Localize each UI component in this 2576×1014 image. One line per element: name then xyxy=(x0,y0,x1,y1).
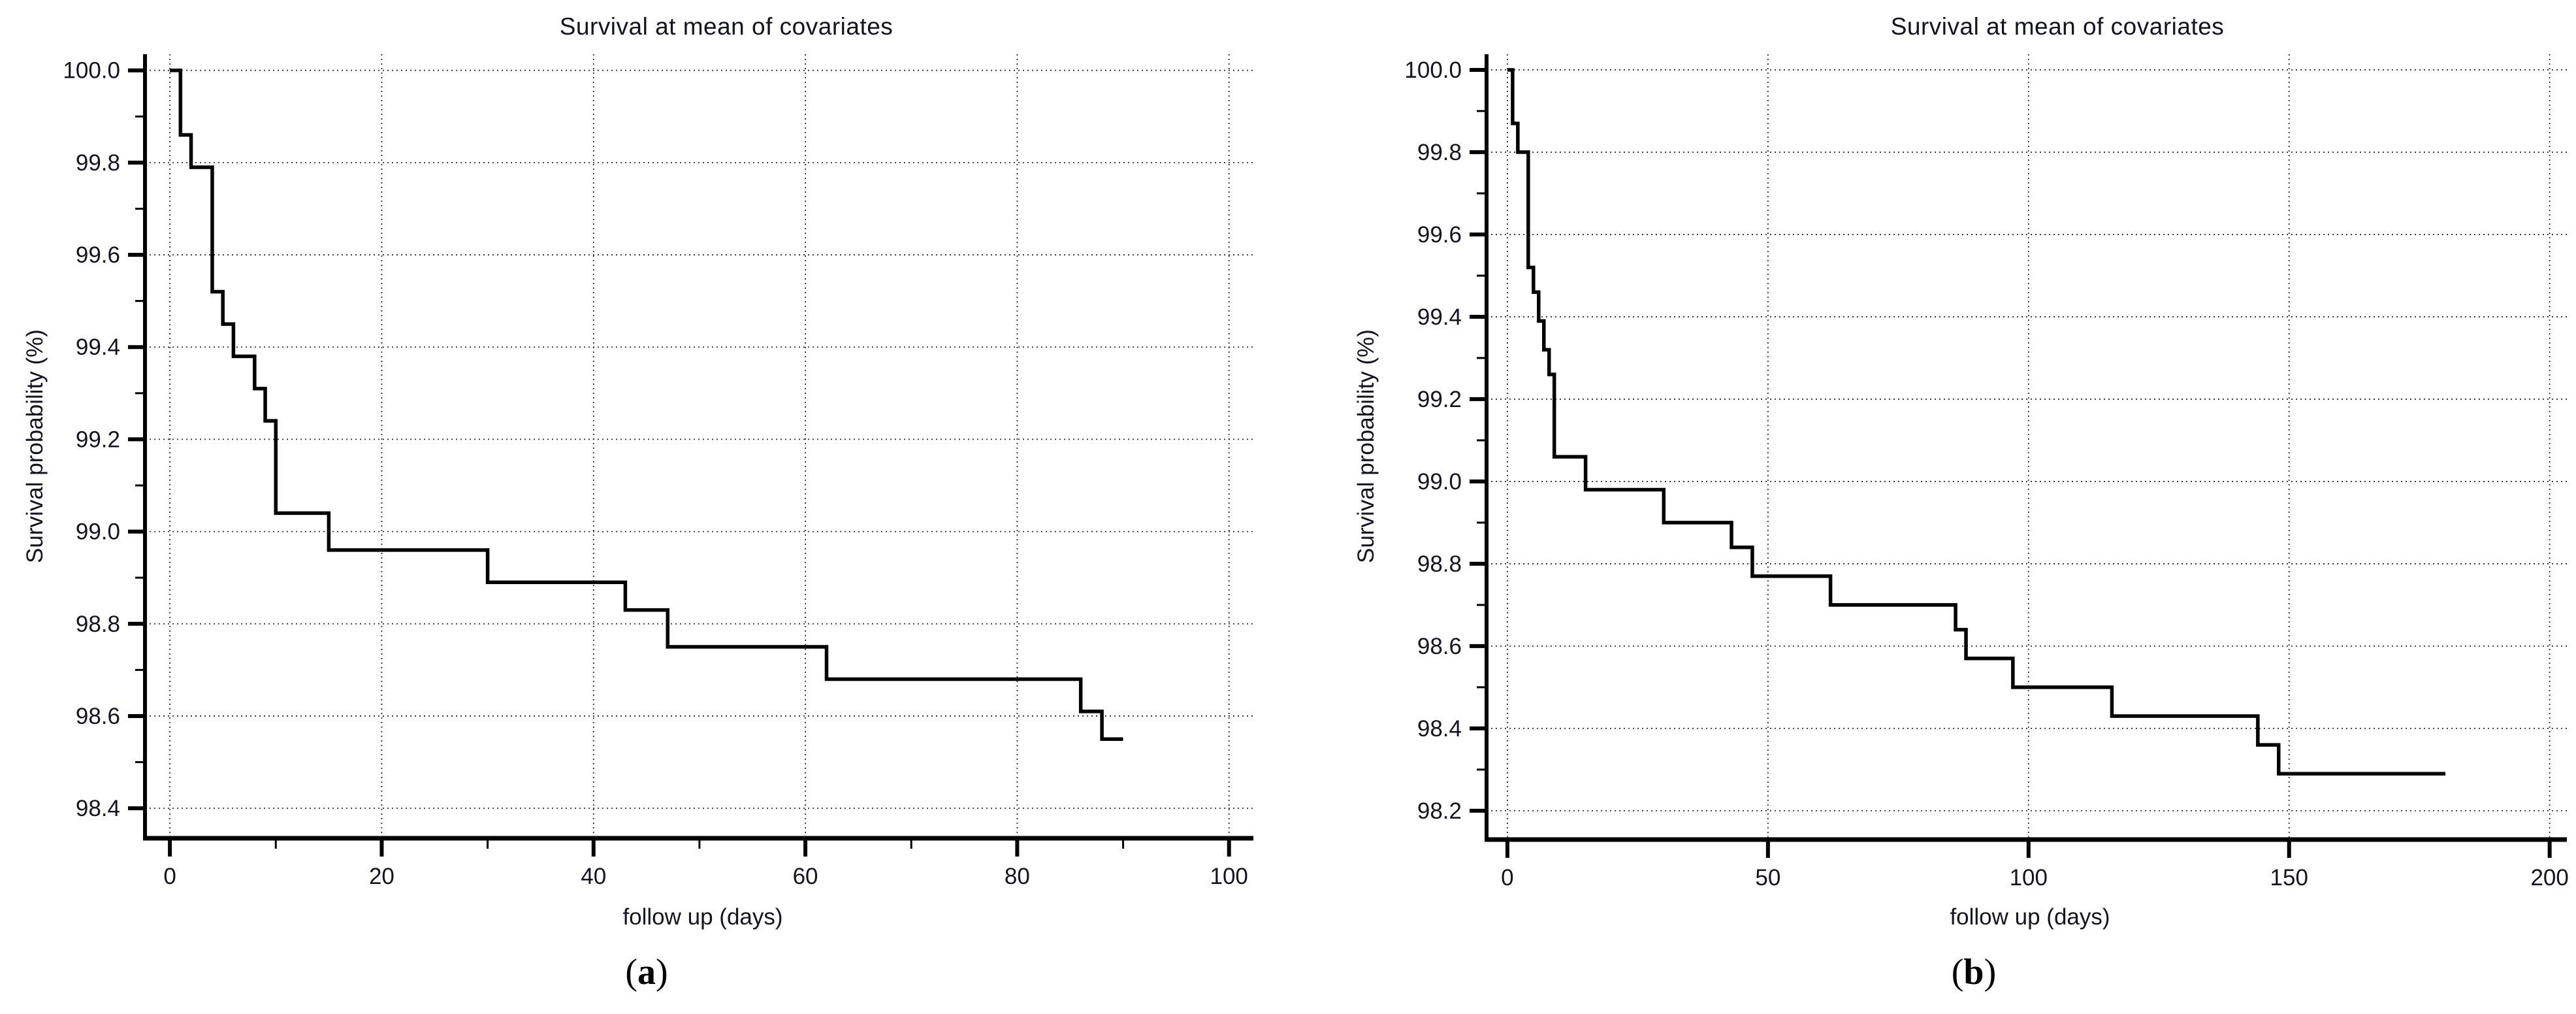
plot-panel-a: 100.0 99.8 99.6 99.4 99.2 99.0 98.8 98.6 98.4 0 20… xyxy=(63,54,1253,889)
x-tick-label: 40 xyxy=(581,864,606,889)
x-tick-label: 80 xyxy=(1005,864,1030,889)
panel-label-b-letter: b xyxy=(1963,952,1984,992)
y-tick-label: 100.0 xyxy=(1404,57,1462,83)
x-axis-label-a: follow up (days) xyxy=(622,904,783,930)
x-tick-label: 50 xyxy=(1755,865,1780,891)
y-tick-label: 99.8 xyxy=(76,150,120,176)
y-axis-label-a: Survival probability (%) xyxy=(22,329,48,563)
y-axis-label-b: Survival probability (%) xyxy=(1353,329,1379,563)
y-tick-label: 98.6 xyxy=(76,704,120,729)
panel-label-b-close: ) xyxy=(1984,952,1997,992)
y-tick-label: 98.4 xyxy=(76,796,120,821)
x-tick-label: 200 xyxy=(2530,865,2568,891)
x-axis-label-b: follow up (days) xyxy=(1950,904,2110,930)
y-tick-label: 98.4 xyxy=(1417,716,1462,742)
y-tick-label: 99.8 xyxy=(1417,140,1462,165)
x-tick-label: 100 xyxy=(2010,865,2048,891)
y-tick-label: 98.2 xyxy=(1417,798,1462,824)
y-tick-label: 99.0 xyxy=(1417,469,1462,495)
survival-step-curve-b xyxy=(1507,68,2446,776)
y-tick-label: 99.0 xyxy=(76,519,120,545)
x-tick-label: 150 xyxy=(2270,865,2308,891)
y-tick-label: 98.8 xyxy=(76,612,120,637)
x-tick-label: 20 xyxy=(369,864,394,889)
survival-step-curve-a xyxy=(170,68,1123,741)
panel-label-a-letter: a xyxy=(637,952,656,992)
y-tick-label: 99.6 xyxy=(76,242,120,268)
panel-label-b-open: ( xyxy=(1951,952,1964,992)
chart-title-a: Survival at mean of covariates xyxy=(559,13,894,40)
panel-label-a-open: ( xyxy=(625,952,637,992)
plot-panel-b: 100.0 99.8 99.6 99.4 99.2 99.0 98.8 98.6 98.4 98.… xyxy=(1404,54,2569,891)
y-tick-label: 98.6 xyxy=(1417,634,1462,659)
y-tick-label: 98.8 xyxy=(1417,551,1462,577)
x-tick-label: 60 xyxy=(793,864,818,889)
x-tick-label: 0 xyxy=(163,864,176,889)
panel-label-a-close: ) xyxy=(656,952,668,992)
chart-title-b: Survival at mean of covariates xyxy=(1890,13,2225,40)
y-tick-label: 99.4 xyxy=(76,335,120,360)
y-tick-label: 99.2 xyxy=(76,427,120,452)
y-tick-label: 100.0 xyxy=(63,58,120,84)
y-tick-label: 99.4 xyxy=(1417,304,1462,330)
panel-label-b: (b) xyxy=(1952,951,1996,993)
y-tick-label: 99.2 xyxy=(1417,387,1462,412)
panel-label-a: (a) xyxy=(625,951,668,993)
x-tick-label: 0 xyxy=(1501,865,1513,891)
x-tick-label: 100 xyxy=(1210,864,1248,889)
y-tick-label: 99.6 xyxy=(1417,222,1462,248)
